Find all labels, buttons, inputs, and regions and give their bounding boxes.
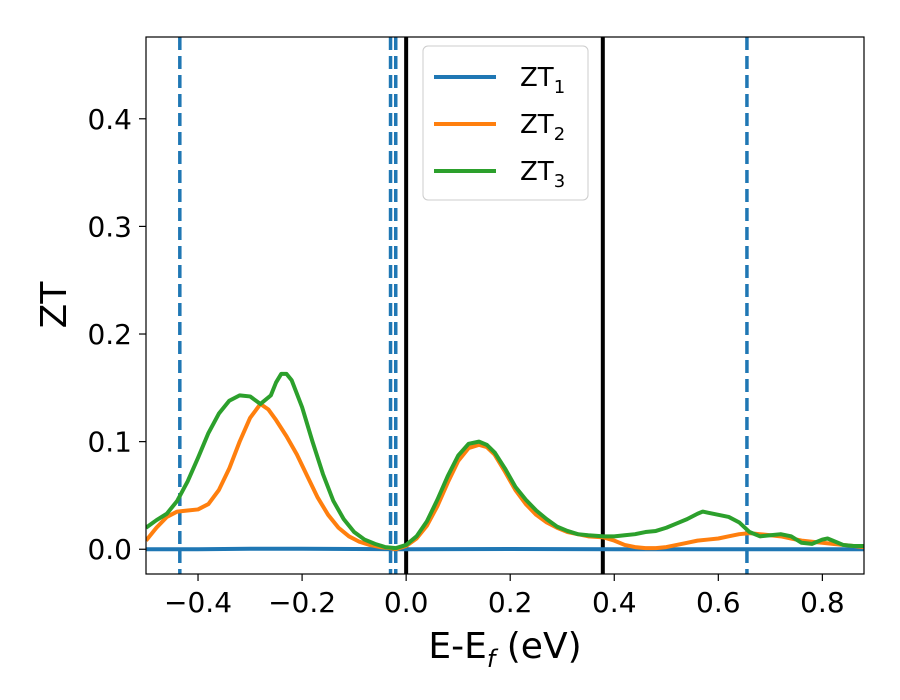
reference-lines [178, 37, 749, 574]
x-axis-label: E-Ef (eV) [428, 626, 581, 673]
x-tick-label-2: 0.0 [384, 586, 429, 619]
x-tick-label-0: −0.4 [164, 586, 232, 619]
x-tick-label-4: 0.4 [592, 586, 637, 619]
y-tick-label-2: 0.2 [87, 318, 132, 351]
legend: ZT1 ZT2 ZT3 [422, 45, 589, 201]
y-axis-label: ZT [34, 281, 75, 329]
x-tick-label-6: 0.8 [800, 586, 845, 619]
y-tick-label-1: 0.1 [87, 426, 132, 459]
x-tick-label-1: −0.2 [268, 586, 336, 619]
legend-label-zt3: ZT3 [520, 157, 565, 192]
y-tick-label-0: 0.0 [87, 533, 132, 566]
y-tick-label-4: 0.4 [87, 103, 132, 136]
plot-frame [145, 36, 865, 575]
series-lines [146, 371, 864, 552]
series-line-zt1 [146, 546, 864, 552]
y-axis-ticks: 0.0 0.1 0.2 0.3 0.4 [87, 103, 146, 566]
x-tick-label-3: 0.2 [488, 586, 533, 619]
series-line-zt3 [146, 371, 864, 551]
legend-label-zt2: ZT2 [520, 110, 565, 145]
y-tick-label-3: 0.3 [87, 210, 132, 243]
series-line-zt2 [146, 401, 864, 552]
x-axis-ticks: −0.4 −0.2 0.0 0.2 0.4 0.6 0.8 [164, 574, 845, 619]
x-tick-label-5: 0.6 [696, 586, 741, 619]
legend-box [422, 45, 589, 201]
legend-label-zt1: ZT1 [520, 63, 565, 98]
